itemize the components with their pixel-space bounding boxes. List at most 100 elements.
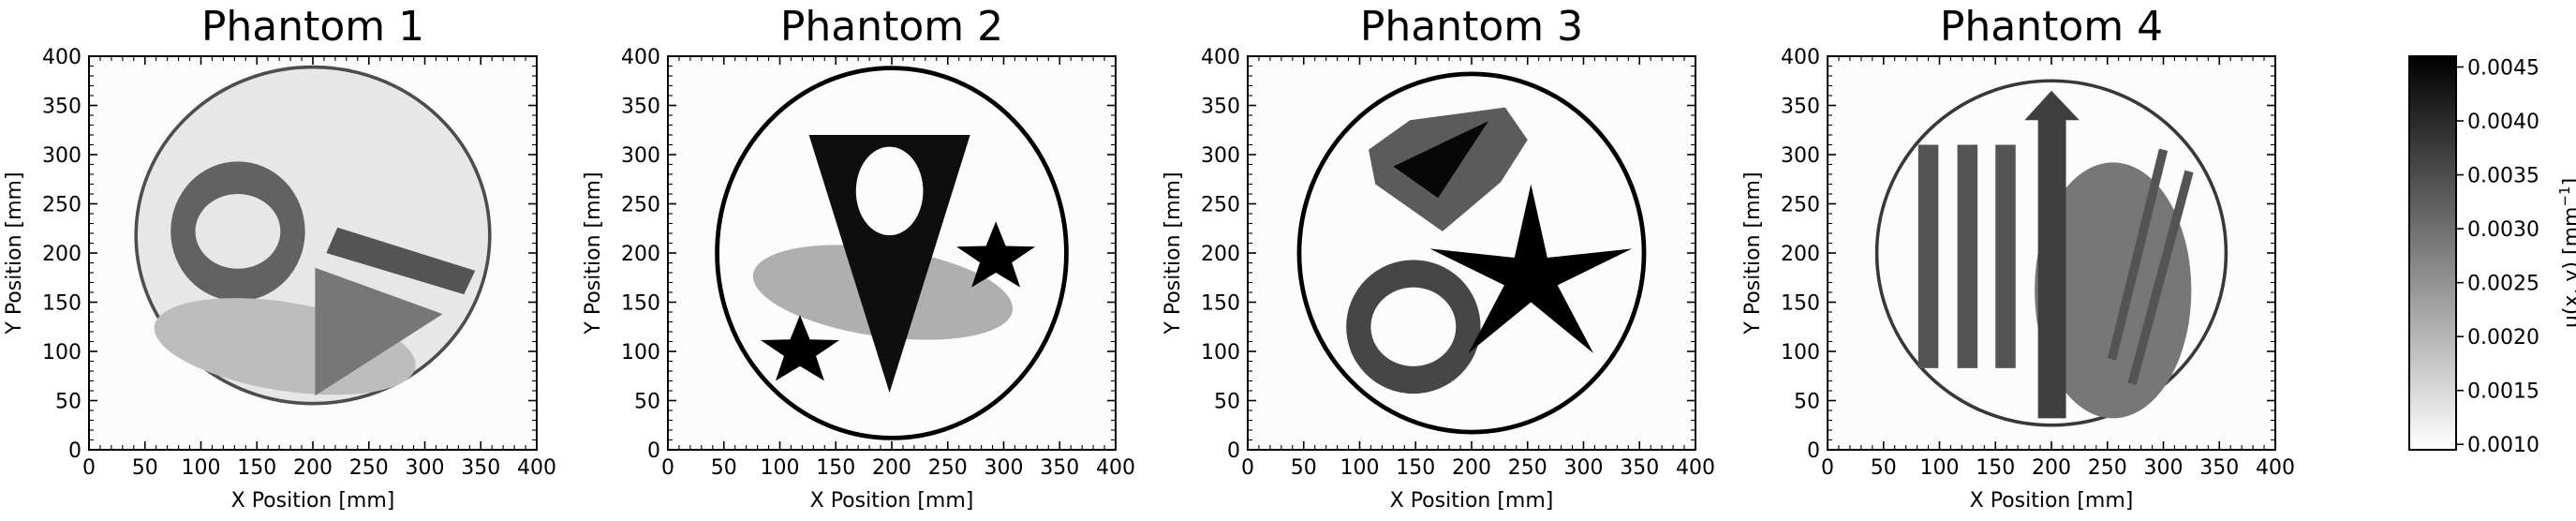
x-tick-label: 200: [293, 456, 333, 480]
phantom-panel-3: 00 50 50 100 100 150 150 200 200 250 250 300 300 350 3…: [1162, 3, 1715, 513]
phantom-panels: 0050501001001501502002002502503003003503…: [3, 3, 2295, 513]
x-tick-label: 350: [461, 456, 500, 480]
x-tick-label: 50: [711, 456, 737, 480]
y-tick-label: 350: [42, 96, 81, 119]
x-tick-label: 350: [1620, 456, 1659, 480]
shape-black-triangle: [1393, 121, 1488, 199]
y-tick-label: 250: [1781, 194, 1820, 217]
colorbar-tick-label: 0.0015: [2467, 380, 2539, 404]
panel-title: Phantom 3: [1360, 3, 1583, 51]
colorbar-tick-label: 0.0025: [2467, 273, 2539, 296]
x-tick-label: 400: [1096, 456, 1135, 480]
x-tick-label: 200: [872, 456, 911, 480]
y-tick-label: 400: [42, 46, 81, 69]
y-tick-label: 400: [1201, 46, 1240, 69]
colorbar-tick-label: 0.0030: [2467, 218, 2539, 242]
x-tick-label: 100: [182, 456, 221, 480]
phantom-image: [89, 56, 537, 450]
x-axis-label: X Position [mm]: [1390, 489, 1554, 513]
shape-bar-2: [1957, 144, 1978, 368]
y-tick-label: 50: [55, 391, 81, 414]
phantom-image: [668, 56, 1116, 450]
shape-right-star: [956, 221, 1036, 288]
x-tick-label: 250: [1508, 456, 1547, 480]
shape-bar-3: [1995, 144, 2016, 368]
x-tick-label: 100: [1340, 456, 1380, 480]
y-tick-label: 0: [647, 439, 660, 463]
shape-tall-star: [1429, 184, 1633, 353]
y-tick-label: 100: [1201, 341, 1240, 365]
shape-diagonal-bar-2: [2127, 170, 2194, 385]
phantom-panel-4: 00 50 50 100 100 150 150 200 200 250 250 300 300 350 3…: [1741, 3, 2295, 513]
x-tick-label: 300: [406, 456, 445, 480]
shape-triangle: [315, 267, 443, 396]
y-tick-label: 300: [1201, 144, 1240, 168]
x-tick-label: 400: [517, 456, 556, 480]
shape-bar-1: [1917, 144, 1939, 368]
x-tick-label: 350: [2199, 456, 2239, 480]
x-axis-label: X Position [mm]: [810, 489, 974, 513]
panel-title: Phantom 2: [780, 3, 1003, 51]
y-tick-label: 200: [621, 243, 660, 266]
y-tick-label: 300: [621, 144, 660, 168]
y-tick-label: 100: [1781, 341, 1820, 365]
x-tick-label: 300: [1564, 456, 1604, 480]
y-tick-label: 300: [42, 144, 81, 168]
y-tick-label: 0: [1807, 439, 1820, 463]
x-tick-label: 200: [1452, 456, 1491, 480]
panel-title: Phantom 1: [201, 3, 424, 51]
panel-title: Phantom 4: [1940, 3, 2163, 51]
x-tick-label: 150: [1396, 456, 1435, 480]
x-tick-label: 200: [2032, 456, 2071, 480]
y-tick-label: 250: [42, 194, 81, 217]
y-tick-label: 100: [621, 341, 660, 365]
x-axis-label: X Position [mm]: [231, 489, 395, 513]
x-tick-label: 0: [1241, 456, 1254, 480]
shape-diagonal-bar-1: [2107, 148, 2169, 361]
x-tick-label: 150: [816, 456, 855, 480]
colorbar-tick-label: 0.0040: [2467, 111, 2539, 134]
y-tick-label: 50: [1214, 391, 1240, 414]
phantom-panel-1: 00 50 50 100 100 150 150 200 200 250 250 300 300 350 3…: [3, 3, 556, 513]
x-tick-label: 50: [1871, 456, 1897, 480]
y-tick-label: 350: [1201, 96, 1240, 119]
y-tick-label: 200: [1201, 243, 1240, 266]
y-tick-label: 250: [1201, 194, 1240, 217]
colorbar-ticks: 0.0010 0.0015 0.0020 0.0025 0.0030 0.0035 0.00…: [2456, 57, 2539, 457]
shape-gray-ellipse: [2035, 162, 2192, 419]
y-tick-label: 150: [621, 292, 660, 316]
shape-inverted-triangle: [808, 135, 970, 394]
x-axis-label: X Position [mm]: [1970, 489, 2134, 513]
y-axis-label: Y Position [mm]: [582, 171, 605, 335]
x-tick-label: 0: [661, 456, 674, 480]
y-tick-label: 0: [1227, 439, 1240, 463]
y-tick-label: 50: [1794, 391, 1820, 414]
colorbar-gradient: [2408, 55, 2457, 451]
shape-bar: [326, 227, 476, 295]
x-tick-label: 250: [349, 456, 389, 480]
y-axis-label: Y Position [mm]: [1741, 171, 1765, 335]
shape-ring: [1346, 260, 1481, 394]
y-tick-label: 400: [621, 46, 660, 69]
y-tick-label: 50: [634, 391, 660, 414]
x-tick-label: 350: [1040, 456, 1079, 480]
shape-arrow: [2024, 90, 2080, 419]
shape-hole: [855, 146, 924, 236]
x-tick-label: 300: [985, 456, 1024, 480]
x-tick-label: 100: [1920, 456, 1960, 480]
phantom-panel-2: 00 50 50 100 100 150 150 200 200 250 250 300 300 350 3…: [582, 3, 1135, 513]
x-tick-label: 300: [2144, 456, 2184, 480]
x-tick-label: 400: [2256, 456, 2295, 480]
phantom-image: [1248, 56, 1695, 450]
y-tick-label: 250: [621, 194, 660, 217]
y-tick-label: 350: [621, 96, 660, 119]
x-tick-label: 100: [761, 456, 800, 480]
y-tick-label: 150: [42, 292, 81, 316]
colorbar: 0.0010 0.0015 0.0020 0.0025 0.0030 0.0035 0.00…: [2408, 55, 2576, 457]
y-tick-label: 400: [1781, 46, 1820, 69]
colorbar-tick-label: 0.0010: [2467, 434, 2539, 457]
y-tick-label: 150: [1781, 292, 1820, 316]
x-tick-label: 150: [237, 456, 276, 480]
x-tick-label: 0: [82, 456, 96, 480]
